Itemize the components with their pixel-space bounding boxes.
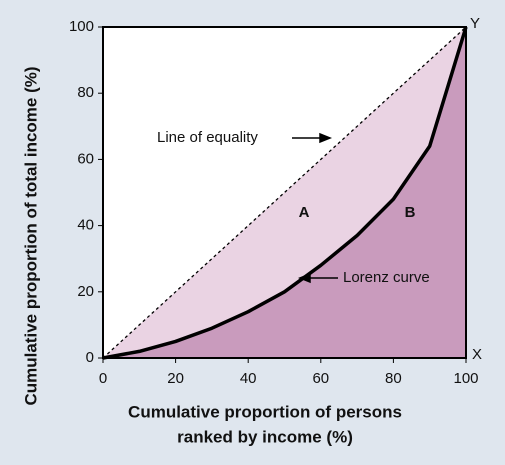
annotation: X [472,346,482,363]
y-tick-label: 40 [77,217,94,234]
y-axis-label: Cumulative proportion of total income (%… [21,66,40,405]
x-tick-label: 20 [167,370,184,387]
y-tick-label: 20 [77,283,94,300]
plot-frame [102,26,467,359]
annotation: Y [470,15,480,32]
annotation: Lorenz curve [343,269,430,286]
x-axis-label: Cumulative proportion of persons [128,402,402,421]
x-tick-label: 80 [385,370,402,387]
x-tick-label: 60 [312,370,329,387]
y-tick-label: 0 [86,349,94,366]
x-tick-label: 100 [453,370,478,387]
area-b [103,27,466,358]
lorenz-curve [102,26,468,360]
arrow [292,132,333,144]
x-tick-label: 40 [240,370,257,387]
annotation: B [405,204,416,221]
y-tick-label: 60 [77,150,94,167]
annotation: A [299,204,310,221]
y-tick-label: 100 [69,18,94,35]
x-tick-label: 0 [99,370,107,387]
x-axis-label: ranked by income (%) [177,427,353,446]
arrow [297,272,338,284]
equality-line [102,26,467,359]
marks [102,26,468,360]
y-tick-label: 80 [77,84,94,101]
annotation: Line of equality [157,129,258,146]
